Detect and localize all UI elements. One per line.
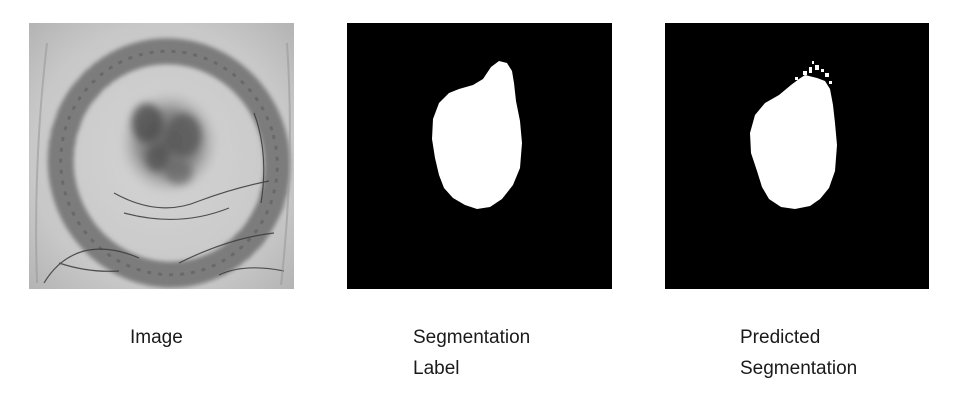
dermoscopy-image bbox=[29, 23, 294, 289]
caption-image-line-1: Image bbox=[130, 327, 183, 348]
caption-predicted-segmentation: Predicted Segmentation bbox=[740, 322, 857, 384]
segmentation-label-graphic bbox=[347, 23, 612, 289]
caption-label-line-2: Label bbox=[413, 358, 460, 379]
caption-label-line-1: Segmentation bbox=[413, 327, 531, 348]
caption-segmentation-label: Segmentation Label bbox=[413, 322, 530, 384]
caption-pred-line-2: Segmentation bbox=[740, 358, 858, 379]
predicted-segmentation-graphic bbox=[665, 23, 929, 289]
predicted-noise-fragments bbox=[795, 61, 832, 84]
predicted-segmentation-mask bbox=[665, 23, 929, 289]
label-lesion-region bbox=[432, 61, 522, 209]
predicted-lesion-region bbox=[750, 75, 837, 209]
segmentation-label-mask bbox=[347, 23, 612, 289]
caption-pred-line-1: Predicted bbox=[740, 327, 821, 348]
dermoscopy-image-graphic bbox=[29, 23, 294, 289]
caption-image: Image bbox=[130, 322, 183, 353]
